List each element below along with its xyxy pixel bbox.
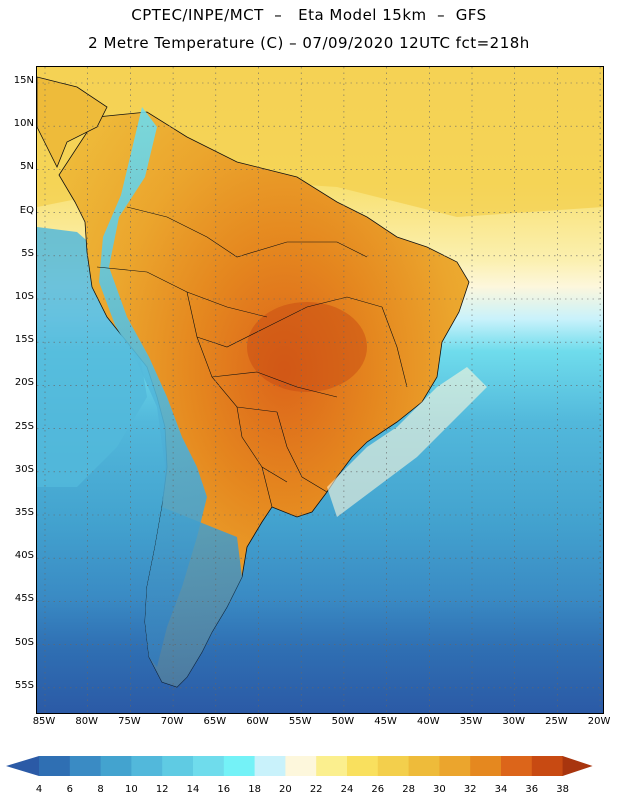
lon-label: 75W <box>118 716 141 727</box>
lat-label: 5S <box>21 247 34 259</box>
lat-label: 15N <box>13 75 34 86</box>
lon-label: 20W <box>587 716 611 727</box>
lat-label: 40S <box>14 550 34 562</box>
colorbar-tick-label: 28 <box>402 784 415 795</box>
colorbar-tick-label: 14 <box>186 784 200 795</box>
colorbar-segment <box>470 756 502 776</box>
colorbar-segment <box>408 756 440 776</box>
colorbar-tick-label: 34 <box>494 784 508 795</box>
tropical-warm-band <box>37 67 603 217</box>
colorbar-tick-label: 30 <box>433 784 446 795</box>
lon-label: 85W <box>32 716 56 727</box>
colorbar-segment <box>162 756 194 776</box>
colorbar-tick-label: 36 <box>525 784 539 795</box>
lon-label: 50W <box>331 716 355 727</box>
lon-label: 40W <box>416 716 440 727</box>
colorbar-tick-label: 24 <box>340 784 354 795</box>
colorbar-segment <box>316 756 348 776</box>
colorbar-segment <box>501 756 533 776</box>
lon-label: 45W <box>374 716 397 727</box>
lat-label: 10S <box>14 291 34 302</box>
colorbar-scale <box>6 756 593 776</box>
hot-core-interior <box>247 302 367 392</box>
temperature-colorbar <box>0 748 618 800</box>
lon-label: 25W <box>545 716 568 727</box>
colorbar-segment <box>531 756 564 776</box>
lon-label: 60W <box>246 716 269 727</box>
colorbar-tick-label: 4 <box>35 784 43 795</box>
lon-label: 55W <box>288 716 312 727</box>
lat-label: 25S <box>14 420 34 432</box>
lat-label: 5N <box>20 161 34 173</box>
lon-label: 30W <box>502 716 525 727</box>
colorbar-segment <box>69 756 102 776</box>
lat-label: 55S <box>14 679 34 691</box>
lat-label: 35S <box>14 507 34 518</box>
colorbar-tick-label: 12 <box>155 784 169 795</box>
lon-label: 65W <box>203 716 227 727</box>
map-title-variable: 2 Metre Temperature (C) – 07/09/2020 12U… <box>88 34 530 52</box>
map-canvas <box>37 67 603 713</box>
lon-label: 35W <box>459 716 483 727</box>
lat-label: 45S <box>14 593 34 605</box>
colorbar-tick-label: 38 <box>556 784 569 795</box>
colorbar-arrow-high <box>562 756 593 776</box>
colorbar-segment <box>39 756 71 776</box>
patagonia-cool-area <box>145 507 242 687</box>
colorbar-segment <box>193 756 225 776</box>
colorbar-tick-label: 26 <box>371 784 385 795</box>
colorbar-tick-label: 20 <box>279 784 292 795</box>
central-america-landmass <box>37 76 108 168</box>
lat-label: 20S <box>14 377 34 389</box>
map-title-model: CPTEC/INPE/MCT – Eta Model 15km – GFS <box>131 6 487 24</box>
lat-label: 30S <box>14 463 34 475</box>
lat-label: 50S <box>14 636 34 648</box>
colorbar-segment <box>439 756 471 776</box>
colorbar-tick-label: 8 <box>97 784 104 795</box>
coastal-pale-band <box>327 367 487 517</box>
colorbar-tick-label: 6 <box>66 784 73 795</box>
colorbar-segment <box>131 756 163 776</box>
graticule-grid <box>37 67 603 713</box>
lon-label: 80W <box>75 716 98 727</box>
colorbar-segment <box>254 756 286 776</box>
colorbar-tick-label: 22 <box>309 784 323 795</box>
colorbar-segment <box>377 756 410 776</box>
colorbar-tick-label: 18 <box>248 784 261 795</box>
country-borders <box>96 206 408 508</box>
lat-label: EQ <box>19 204 34 216</box>
temperature-map <box>36 66 604 714</box>
colorbar-arrow-low <box>6 756 39 776</box>
colorbar-segment <box>285 756 317 776</box>
colorbar-segment <box>100 756 132 776</box>
lat-label: 10N <box>13 118 34 130</box>
lat-label: 15S <box>14 334 34 346</box>
colorbar-segment <box>223 756 256 776</box>
colorbar-segment <box>347 756 379 776</box>
lon-label: 70W <box>160 716 184 727</box>
colorbar-tick-label: 32 <box>463 784 477 795</box>
colorbar-tick-label: 16 <box>217 784 231 795</box>
colorbar-tick-label: 10 <box>125 784 138 795</box>
